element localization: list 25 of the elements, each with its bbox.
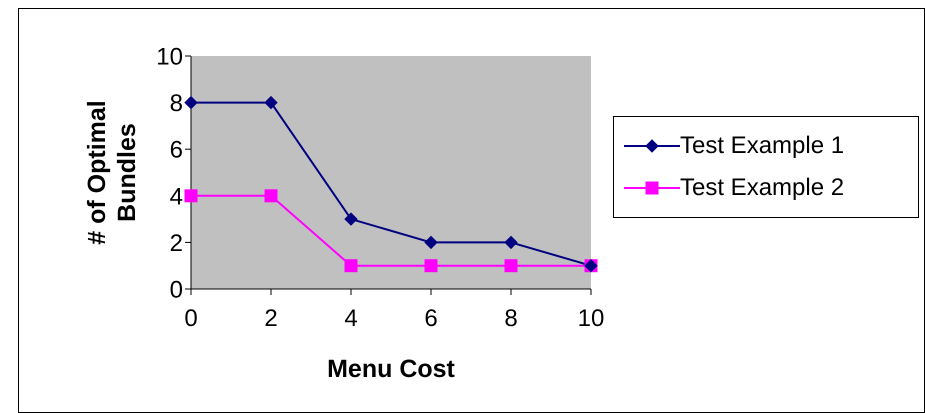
y-tick-label: 4 xyxy=(170,183,183,210)
x-tick-label: 10 xyxy=(578,305,604,332)
point xyxy=(264,96,278,110)
y-axis-title: # of Optimal Bundles xyxy=(83,100,141,245)
point xyxy=(264,189,278,202)
point xyxy=(184,96,198,110)
point xyxy=(504,259,518,272)
point xyxy=(504,236,518,249)
x-tick-label: 6 xyxy=(424,305,438,332)
y-tick-label: 0 xyxy=(170,276,183,304)
y-tick-label: 10 xyxy=(156,44,183,71)
point xyxy=(344,212,358,226)
y-tick-label: 2 xyxy=(170,230,183,257)
x-tick-label: 4 xyxy=(344,305,358,332)
y-tick-label: 8 xyxy=(170,90,183,118)
legend-label: Test Example 2 xyxy=(680,173,844,203)
y-tick-label: 6 xyxy=(170,136,183,164)
x-axis-title: Menu Cost xyxy=(327,355,456,383)
point xyxy=(344,259,358,272)
legend-label: Test Example 1 xyxy=(680,131,844,161)
point xyxy=(424,236,438,249)
x-tick-label: 2 xyxy=(264,305,278,332)
point xyxy=(424,259,438,272)
point xyxy=(184,189,198,202)
x-tick-label: 8 xyxy=(504,305,518,332)
